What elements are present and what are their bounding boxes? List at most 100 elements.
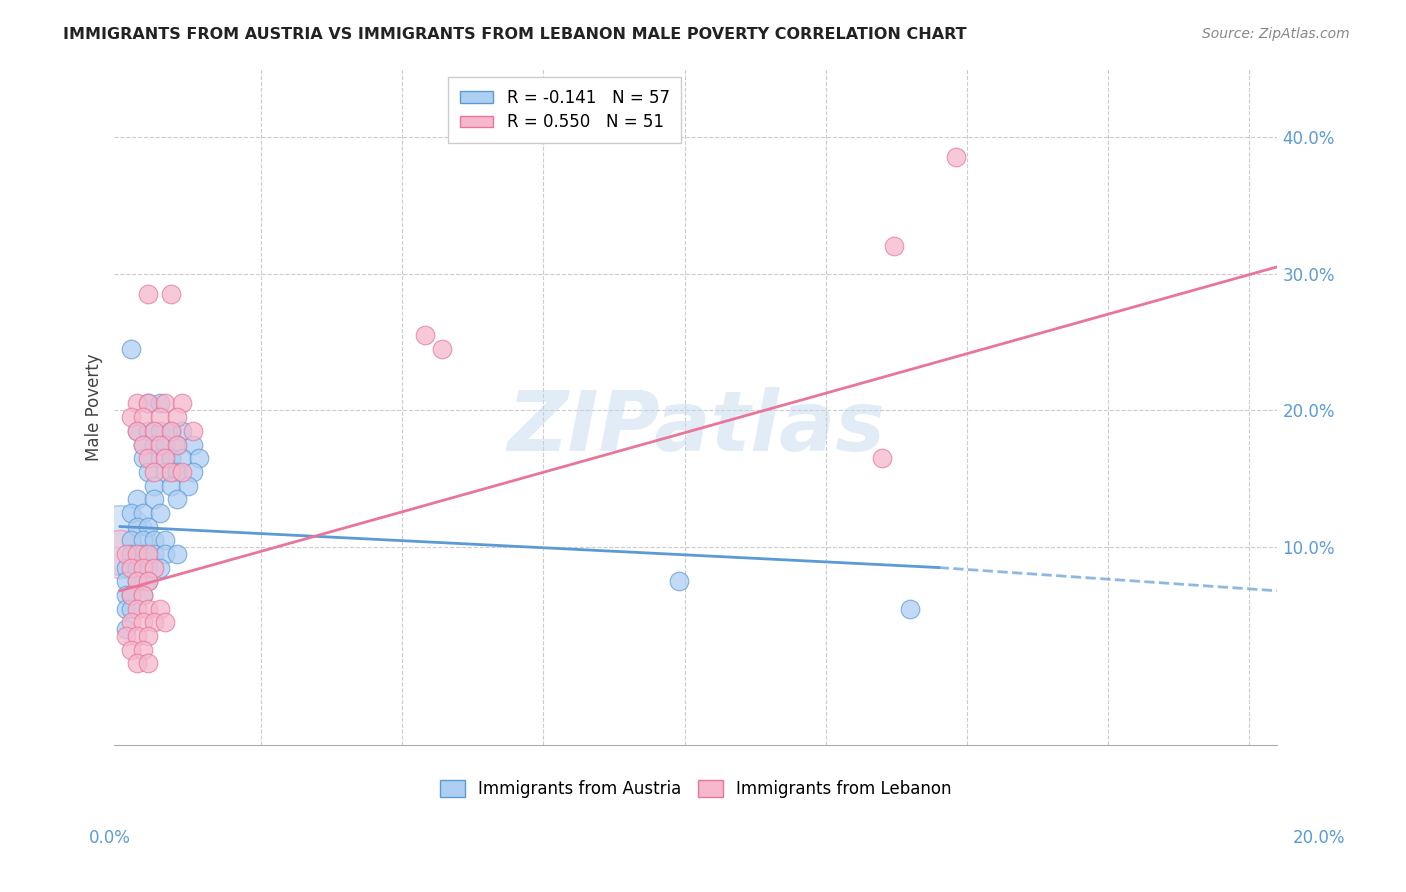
- Point: [136, 547, 159, 561]
- Point: [188, 451, 211, 466]
- Point: [148, 560, 170, 574]
- Point: [142, 615, 165, 630]
- Point: [114, 588, 136, 602]
- Point: [114, 574, 136, 589]
- Point: [136, 396, 159, 410]
- Point: [136, 629, 159, 643]
- Point: [114, 629, 136, 643]
- Point: [108, 547, 131, 561]
- Point: [155, 437, 177, 451]
- Point: [120, 615, 142, 630]
- Point: [125, 424, 148, 438]
- Point: [136, 424, 159, 438]
- Point: [120, 642, 142, 657]
- Text: IMMIGRANTS FROM AUSTRIA VS IMMIGRANTS FROM LEBANON MALE POVERTY CORRELATION CHAR: IMMIGRANTS FROM AUSTRIA VS IMMIGRANTS FR…: [63, 27, 967, 42]
- Point: [114, 601, 136, 615]
- Point: [160, 424, 183, 438]
- Point: [114, 622, 136, 636]
- Point: [120, 588, 142, 602]
- Point: [155, 615, 177, 630]
- Point: [114, 560, 136, 574]
- Point: [148, 424, 170, 438]
- Point: [183, 424, 205, 438]
- Point: [430, 342, 453, 356]
- Point: [131, 533, 153, 548]
- Point: [142, 547, 165, 561]
- Point: [125, 547, 148, 561]
- Point: [125, 492, 148, 507]
- Point: [668, 574, 690, 589]
- Point: [166, 437, 188, 451]
- Point: [148, 396, 170, 410]
- Point: [120, 533, 142, 548]
- Point: [870, 451, 893, 466]
- Point: [120, 588, 142, 602]
- Point: [136, 287, 159, 301]
- Point: [177, 478, 200, 492]
- Text: 0.0%: 0.0%: [89, 829, 131, 847]
- Point: [131, 615, 153, 630]
- Point: [120, 547, 142, 561]
- Point: [131, 451, 153, 466]
- Point: [125, 601, 148, 615]
- Point: [131, 547, 153, 561]
- Point: [155, 451, 177, 466]
- Point: [160, 287, 183, 301]
- Point: [155, 533, 177, 548]
- Point: [131, 506, 153, 520]
- Point: [882, 239, 904, 253]
- Point: [120, 560, 142, 574]
- Point: [142, 560, 165, 574]
- Point: [125, 629, 148, 643]
- Point: [131, 588, 153, 602]
- Point: [155, 547, 177, 561]
- Point: [900, 601, 922, 615]
- Text: 20.0%: 20.0%: [1292, 829, 1346, 847]
- Point: [172, 424, 194, 438]
- Point: [131, 410, 153, 425]
- Point: [125, 574, 148, 589]
- Point: [131, 642, 153, 657]
- Point: [136, 396, 159, 410]
- Point: [148, 601, 170, 615]
- Point: [125, 424, 148, 438]
- Point: [136, 560, 159, 574]
- Point: [114, 547, 136, 561]
- Point: [136, 519, 159, 533]
- Point: [166, 465, 188, 479]
- Point: [183, 465, 205, 479]
- Point: [160, 451, 183, 466]
- Text: ZIPatlas: ZIPatlas: [508, 387, 884, 467]
- Point: [120, 342, 142, 356]
- Point: [125, 519, 148, 533]
- Point: [155, 465, 177, 479]
- Point: [136, 657, 159, 671]
- Point: [131, 437, 153, 451]
- Text: Source: ZipAtlas.com: Source: ZipAtlas.com: [1202, 27, 1350, 41]
- Point: [166, 547, 188, 561]
- Point: [945, 150, 967, 164]
- Point: [413, 328, 436, 343]
- Point: [142, 465, 165, 479]
- Point: [172, 451, 194, 466]
- Point: [136, 574, 159, 589]
- Point: [172, 396, 194, 410]
- Point: [136, 601, 159, 615]
- Point: [136, 451, 159, 466]
- Legend: Immigrants from Austria, Immigrants from Lebanon: Immigrants from Austria, Immigrants from…: [433, 773, 959, 805]
- Point: [131, 560, 153, 574]
- Point: [142, 533, 165, 548]
- Point: [131, 588, 153, 602]
- Point: [125, 657, 148, 671]
- Point: [148, 506, 170, 520]
- Point: [148, 437, 170, 451]
- Point: [125, 560, 148, 574]
- Y-axis label: Male Poverty: Male Poverty: [86, 353, 103, 460]
- Point: [172, 465, 194, 479]
- Point: [125, 574, 148, 589]
- Point: [142, 492, 165, 507]
- Point: [120, 410, 142, 425]
- Point: [166, 437, 188, 451]
- Point: [160, 424, 183, 438]
- Point: [131, 437, 153, 451]
